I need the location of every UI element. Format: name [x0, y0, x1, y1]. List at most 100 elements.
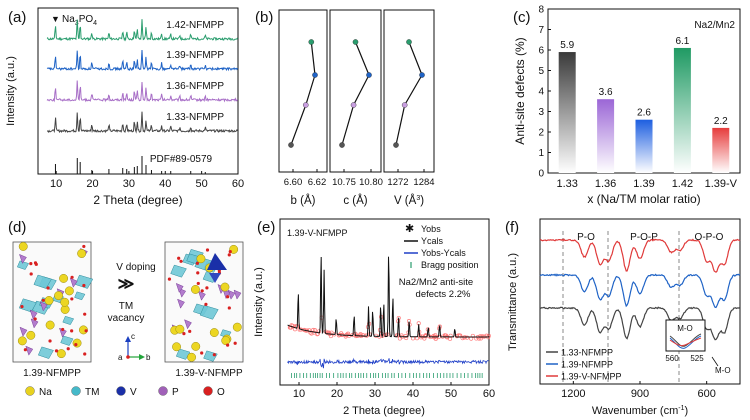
yobs-point — [344, 332, 349, 337]
ftir-legend-label: 1.33-NFMPP — [561, 348, 613, 358]
panel-f-ylabel: Transmittance (a.u.) — [507, 253, 519, 351]
xrd-pattern-line — [47, 111, 238, 134]
ftir-spectrum-line — [539, 306, 741, 341]
p-tetrahedron — [184, 319, 192, 330]
legend-yobs: Yobs — [421, 224, 441, 234]
na-atom — [175, 324, 185, 334]
panel-f: (f) P-O P-O-P O-P-O M-O 560 525 M-O 1.33… — [505, 218, 741, 417]
xrd-pattern-line — [46, 49, 239, 72]
o-atom — [227, 253, 231, 257]
p-tetrahedron — [19, 253, 27, 264]
o-atom — [212, 353, 216, 357]
na-atom — [64, 286, 74, 296]
o-atom — [29, 262, 33, 266]
p-tetrahedron — [177, 298, 185, 309]
na-atom — [17, 336, 27, 346]
atom-legend-swatch — [71, 386, 81, 396]
o-atom — [66, 347, 70, 351]
o-atom — [200, 289, 204, 293]
o-atom — [188, 329, 192, 333]
f-xtick-label: 900 — [631, 388, 649, 400]
o-atom — [84, 329, 88, 333]
o-atom — [179, 259, 183, 263]
a-xtick-label: 20 — [86, 178, 98, 190]
na-atom — [232, 322, 242, 332]
axis-a-label: a — [118, 353, 123, 362]
o-atom — [182, 332, 186, 336]
c-ytick-label: 0 — [538, 169, 544, 180]
lattice-xlabel: b (Å) — [291, 194, 316, 207]
o-atom — [70, 329, 74, 333]
na-atom — [26, 330, 36, 340]
panel-c-note: Na2/Mn2 — [694, 20, 735, 31]
na-atom — [72, 338, 82, 348]
bar-category-label: 1.33 — [556, 178, 577, 190]
yobs-point — [470, 333, 475, 338]
na-atom — [45, 320, 55, 330]
lattice-point — [339, 142, 345, 148]
o-atom — [82, 283, 86, 288]
o-atom — [226, 295, 230, 299]
atom-legend-label: TM — [85, 387, 99, 398]
tm-octahedron — [175, 348, 191, 360]
antisite-annotation-2: defects 2.2% — [416, 289, 471, 300]
o-atom — [83, 352, 87, 356]
o-atom — [227, 306, 231, 310]
lattice-tick-label: 1284 — [413, 177, 434, 188]
lattice-point — [366, 72, 372, 78]
panel-f-tag: (f) — [505, 219, 519, 236]
yobs-point — [373, 333, 379, 338]
lattice-point — [352, 39, 359, 45]
c-ytick-label: 7 — [538, 25, 544, 36]
xrd-pattern-line — [46, 19, 239, 42]
bar-value-label: 5.9 — [560, 40, 574, 51]
lattice-point — [393, 142, 399, 148]
lattice-tick-label: 10.80 — [359, 177, 383, 188]
inset-tick-525: 525 — [690, 354, 704, 363]
o-atom — [70, 275, 74, 279]
o-atom — [177, 256, 181, 260]
f-xtick-label: 600 — [697, 388, 715, 400]
panel-e: (e) 1.39-V-NFMPP ✱ Yobs Ycals Yobs-Ycals… — [253, 218, 495, 417]
p-tetrahedron — [198, 290, 206, 301]
lattice-point — [350, 102, 357, 108]
antisite-bar — [712, 127, 730, 173]
c-ytick-label: 2 — [538, 128, 544, 139]
ycals-line — [287, 256, 489, 339]
yobs-point — [403, 334, 408, 339]
crystal-structure-right — [164, 241, 244, 363]
a-xtick-label: 40 — [159, 178, 171, 190]
ftir-spectrum-line — [539, 273, 741, 309]
lattice-point — [308, 39, 315, 45]
na-atom — [191, 341, 201, 351]
na-atom — [220, 282, 230, 292]
panel-e-xticks: 10 20 30 40 50 60 — [293, 382, 495, 400]
panel-a-frame — [37, 7, 239, 175]
mo-label: M-O — [715, 366, 731, 375]
refinement-legend: ✱ Yobs Ycals Yobs-Ycals Bragg position — [404, 223, 479, 270]
antisite-bar — [558, 52, 576, 173]
o-atom — [33, 261, 38, 265]
e-xtick-label: 20 — [331, 388, 343, 400]
o-atom — [195, 261, 199, 265]
atom-legend-swatch — [25, 386, 35, 396]
xrd-pattern-label: 1.36-NFMPP — [166, 81, 224, 92]
atom-legend-label: Na — [39, 387, 52, 398]
panel-a-ylabel: Intensity (a.u.) — [5, 56, 17, 126]
panel-c-yticks: 0 1 2 3 4 5 6 7 8 — [538, 5, 551, 180]
lattice-point — [312, 72, 318, 78]
p-tetrahedron — [29, 309, 38, 320]
a-xtick-label: 30 — [123, 178, 135, 190]
e-xtick-label: 10 — [293, 388, 305, 400]
lattice-tick-label: 6.60 — [284, 177, 303, 188]
panel-e-tag: (e) — [257, 219, 275, 236]
antisite-bar — [673, 47, 691, 174]
tm-octahedron — [186, 253, 200, 265]
atom-legend-label: P — [172, 387, 179, 398]
o-atom — [54, 349, 59, 353]
lattice-point — [401, 102, 408, 108]
xrd-patterns: 1.42-NFMPP 1.39-NFMPP 1.36-NFMPP 1.33-NFMPP — [46, 19, 239, 134]
xrd-pattern-label: 1.33-NFMPP — [166, 112, 224, 123]
o-atom — [205, 248, 210, 252]
na-atom — [187, 352, 197, 362]
